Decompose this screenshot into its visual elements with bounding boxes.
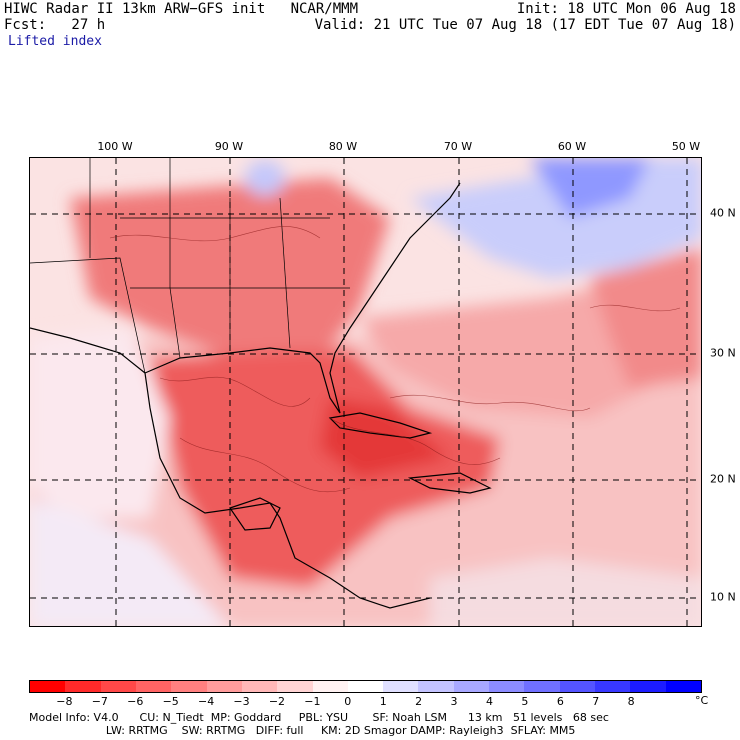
- model-info-line2: LW: RRTMG SW: RRTMG DIFF: full KM: 2D Sm…: [29, 724, 576, 737]
- great-lakes-stable: [245, 160, 285, 196]
- colorbar-tick-label: −3: [233, 695, 250, 708]
- colorbar-unit: °C: [695, 694, 709, 707]
- colorbar-tick-label: 1: [379, 695, 387, 708]
- lon-label-90w: 90 W: [214, 140, 244, 153]
- pacific-cool: [30, 498, 229, 626]
- colorbar-tick-label: 2: [415, 695, 423, 708]
- political-borders: [30, 158, 350, 374]
- colorbar-swatch-7: [277, 681, 313, 692]
- colorbar-tick-label: 7: [592, 695, 600, 708]
- contour-lines: [109, 226, 681, 493]
- colorbar-swatch-9: [347, 681, 384, 692]
- colorbar-swatch-3: [135, 681, 172, 692]
- header-line1-left: HIWC Radar II 13km ARW−GFS init NCAR/MMM: [4, 1, 359, 17]
- colorbar-tick-label: −5: [162, 695, 179, 708]
- colorbar-tick-label: −6: [127, 695, 144, 708]
- lon-label-100w: 100 W: [97, 140, 133, 153]
- header-line2-right: Valid: 21 UTC Tue 07 Aug 18 (17 EDT Tue …: [314, 17, 736, 33]
- lat-label-40n: 40 N: [710, 206, 736, 220]
- lon-label-60w: 60 W: [557, 140, 587, 153]
- colorbar-swatch-0: [30, 681, 66, 692]
- lat-label-20n: 20 N: [710, 472, 736, 486]
- colorbar-labels: −8 −7 −6 −5 −4 −3 −2 −1 0 1 2 3 4 5 6 7 8: [29, 695, 702, 709]
- colorbar-swatch-16: [595, 681, 631, 692]
- south-cool-patch: [430, 558, 701, 626]
- colorbar-swatch-13: [489, 681, 525, 692]
- east-atlantic-hot: [590, 248, 701, 388]
- lon-label-80w: 80 W: [328, 140, 358, 153]
- colorbar-tick-label: 0: [344, 695, 352, 708]
- colorbar-swatch-11: [418, 681, 454, 692]
- colorbar-tick-label: −4: [197, 695, 215, 708]
- colorbar-tick-label: −1: [304, 695, 321, 708]
- north-atlantic-very-stable: [530, 158, 650, 218]
- lon-label-70w: 70 W: [443, 140, 473, 153]
- colorbar-tick-label: 3: [450, 695, 458, 708]
- colorbar-swatch-15: [559, 681, 595, 692]
- header-line2-left: Fcst: 27 h: [4, 17, 106, 33]
- mexico-plateau: [30, 328, 170, 518]
- colorbar-swatch-5: [206, 681, 242, 692]
- colorbar-swatch-4: [171, 681, 207, 692]
- colorbar: [29, 680, 702, 693]
- colorbar-tick-label: −2: [268, 695, 286, 708]
- lon-label-50w: 50 W: [671, 140, 701, 153]
- colorbar-swatch-14: [524, 681, 560, 692]
- header-line1-right: Init: 18 UTC Mon 06 Aug 18: [516, 1, 736, 17]
- lat-label-30n: 30 N: [710, 346, 736, 360]
- colorbar-swatch-18: [665, 681, 701, 692]
- lifted-index-map: [29, 157, 702, 627]
- colorbar-tick-label: −8: [56, 695, 73, 708]
- colorbar-swatch-17: [630, 681, 666, 692]
- colorbar-swatch-2: [100, 681, 136, 692]
- field-name: Lifted index: [8, 34, 102, 49]
- colorbar-tick-label: 5: [521, 695, 529, 708]
- colorbar-tick-label: 8: [627, 695, 635, 708]
- colorbar-swatch-8: [312, 681, 348, 692]
- gulf-hot-region: [150, 348, 500, 588]
- colorbar-swatch-12: [453, 681, 490, 692]
- colorbar-tick-label: 4: [485, 695, 493, 708]
- lat-label-10n: 10 N: [710, 590, 736, 604]
- colorbar-tick-label: −7: [91, 695, 108, 708]
- colorbar-swatch-6: [241, 681, 278, 692]
- colorbar-swatch-1: [65, 681, 101, 692]
- coastlines: [30, 182, 492, 609]
- colorbar-swatch-10: [383, 681, 419, 692]
- map-canvas: [30, 158, 701, 626]
- gulf-peak-region: [320, 398, 450, 478]
- colorbar-tick-label: 6: [556, 695, 564, 708]
- model-info-line1: Model Info: V4.0 CU: N_Tiedt MP: Goddard…: [29, 711, 609, 724]
